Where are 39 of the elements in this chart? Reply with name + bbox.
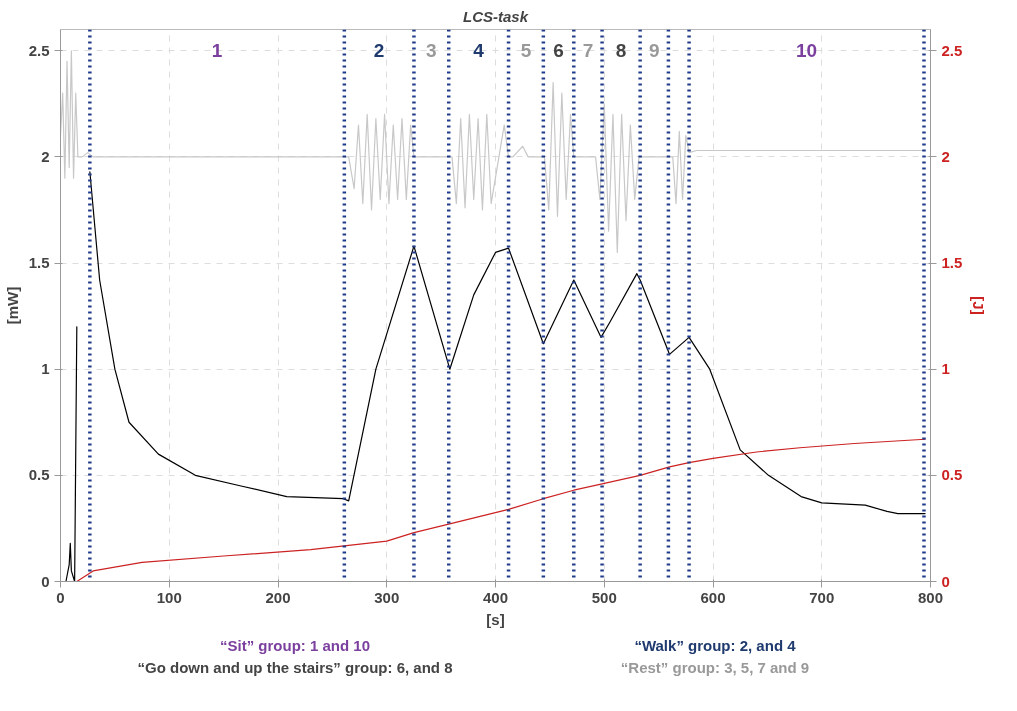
x-tick-label: 300 [374,588,400,606]
y-tick-label: 2.5 [28,41,50,59]
text: “Rest” group: 3, 5, 7 and 9 [619,658,811,678]
y2-tick-label: 1 [941,360,950,378]
y-tick-label: 0 [41,572,50,590]
y-tick-label: 2 [41,147,50,165]
y2-axis-title: [J] [970,296,988,315]
text: “Sit” group: 1 and 10 [219,636,371,656]
x-tick-label: 600 [700,588,726,606]
annotation: 10 [795,40,818,62]
x-tick-label: 700 [809,588,835,606]
y2-tick-label: 2 [941,147,950,165]
annotation: 4 [473,40,485,62]
x-tick-label: 0 [56,588,65,606]
y2-tick-label: 1.5 [941,254,963,272]
annotation: 3 [426,40,437,62]
x-axis-title: [s] [486,610,505,628]
text: “Walk” group: 2, and 4 [633,636,797,656]
annotation: 6 [553,40,564,62]
y2-tick-label: 0 [941,572,950,590]
annotation: 2 [373,40,385,62]
y-tick-label: 1.5 [28,254,50,272]
y-axis-title: [mW] [3,286,21,325]
x-tick-label: 800 [917,588,944,606]
annotation: 9 [648,40,660,62]
annotation: 7 [582,40,594,62]
y2-tick-label: 0.5 [941,466,963,484]
y2-tick-label: 2.5 [941,41,963,59]
annotation: 8 [615,40,627,62]
y-tick-label: 1 [41,360,50,378]
x-tick-label: 400 [482,588,509,606]
chart-title: LCS-task [462,7,529,25]
text: “Go down and up the stairs” group: 6, and 8 [136,658,454,678]
x-tick-label: 200 [265,588,291,606]
annotation: 5 [520,40,532,62]
annotation: 1 [211,40,223,62]
y-tick-label: 0.5 [28,466,50,484]
x-tick-label: 500 [591,588,617,606]
x-tick-label: 100 [156,588,182,606]
